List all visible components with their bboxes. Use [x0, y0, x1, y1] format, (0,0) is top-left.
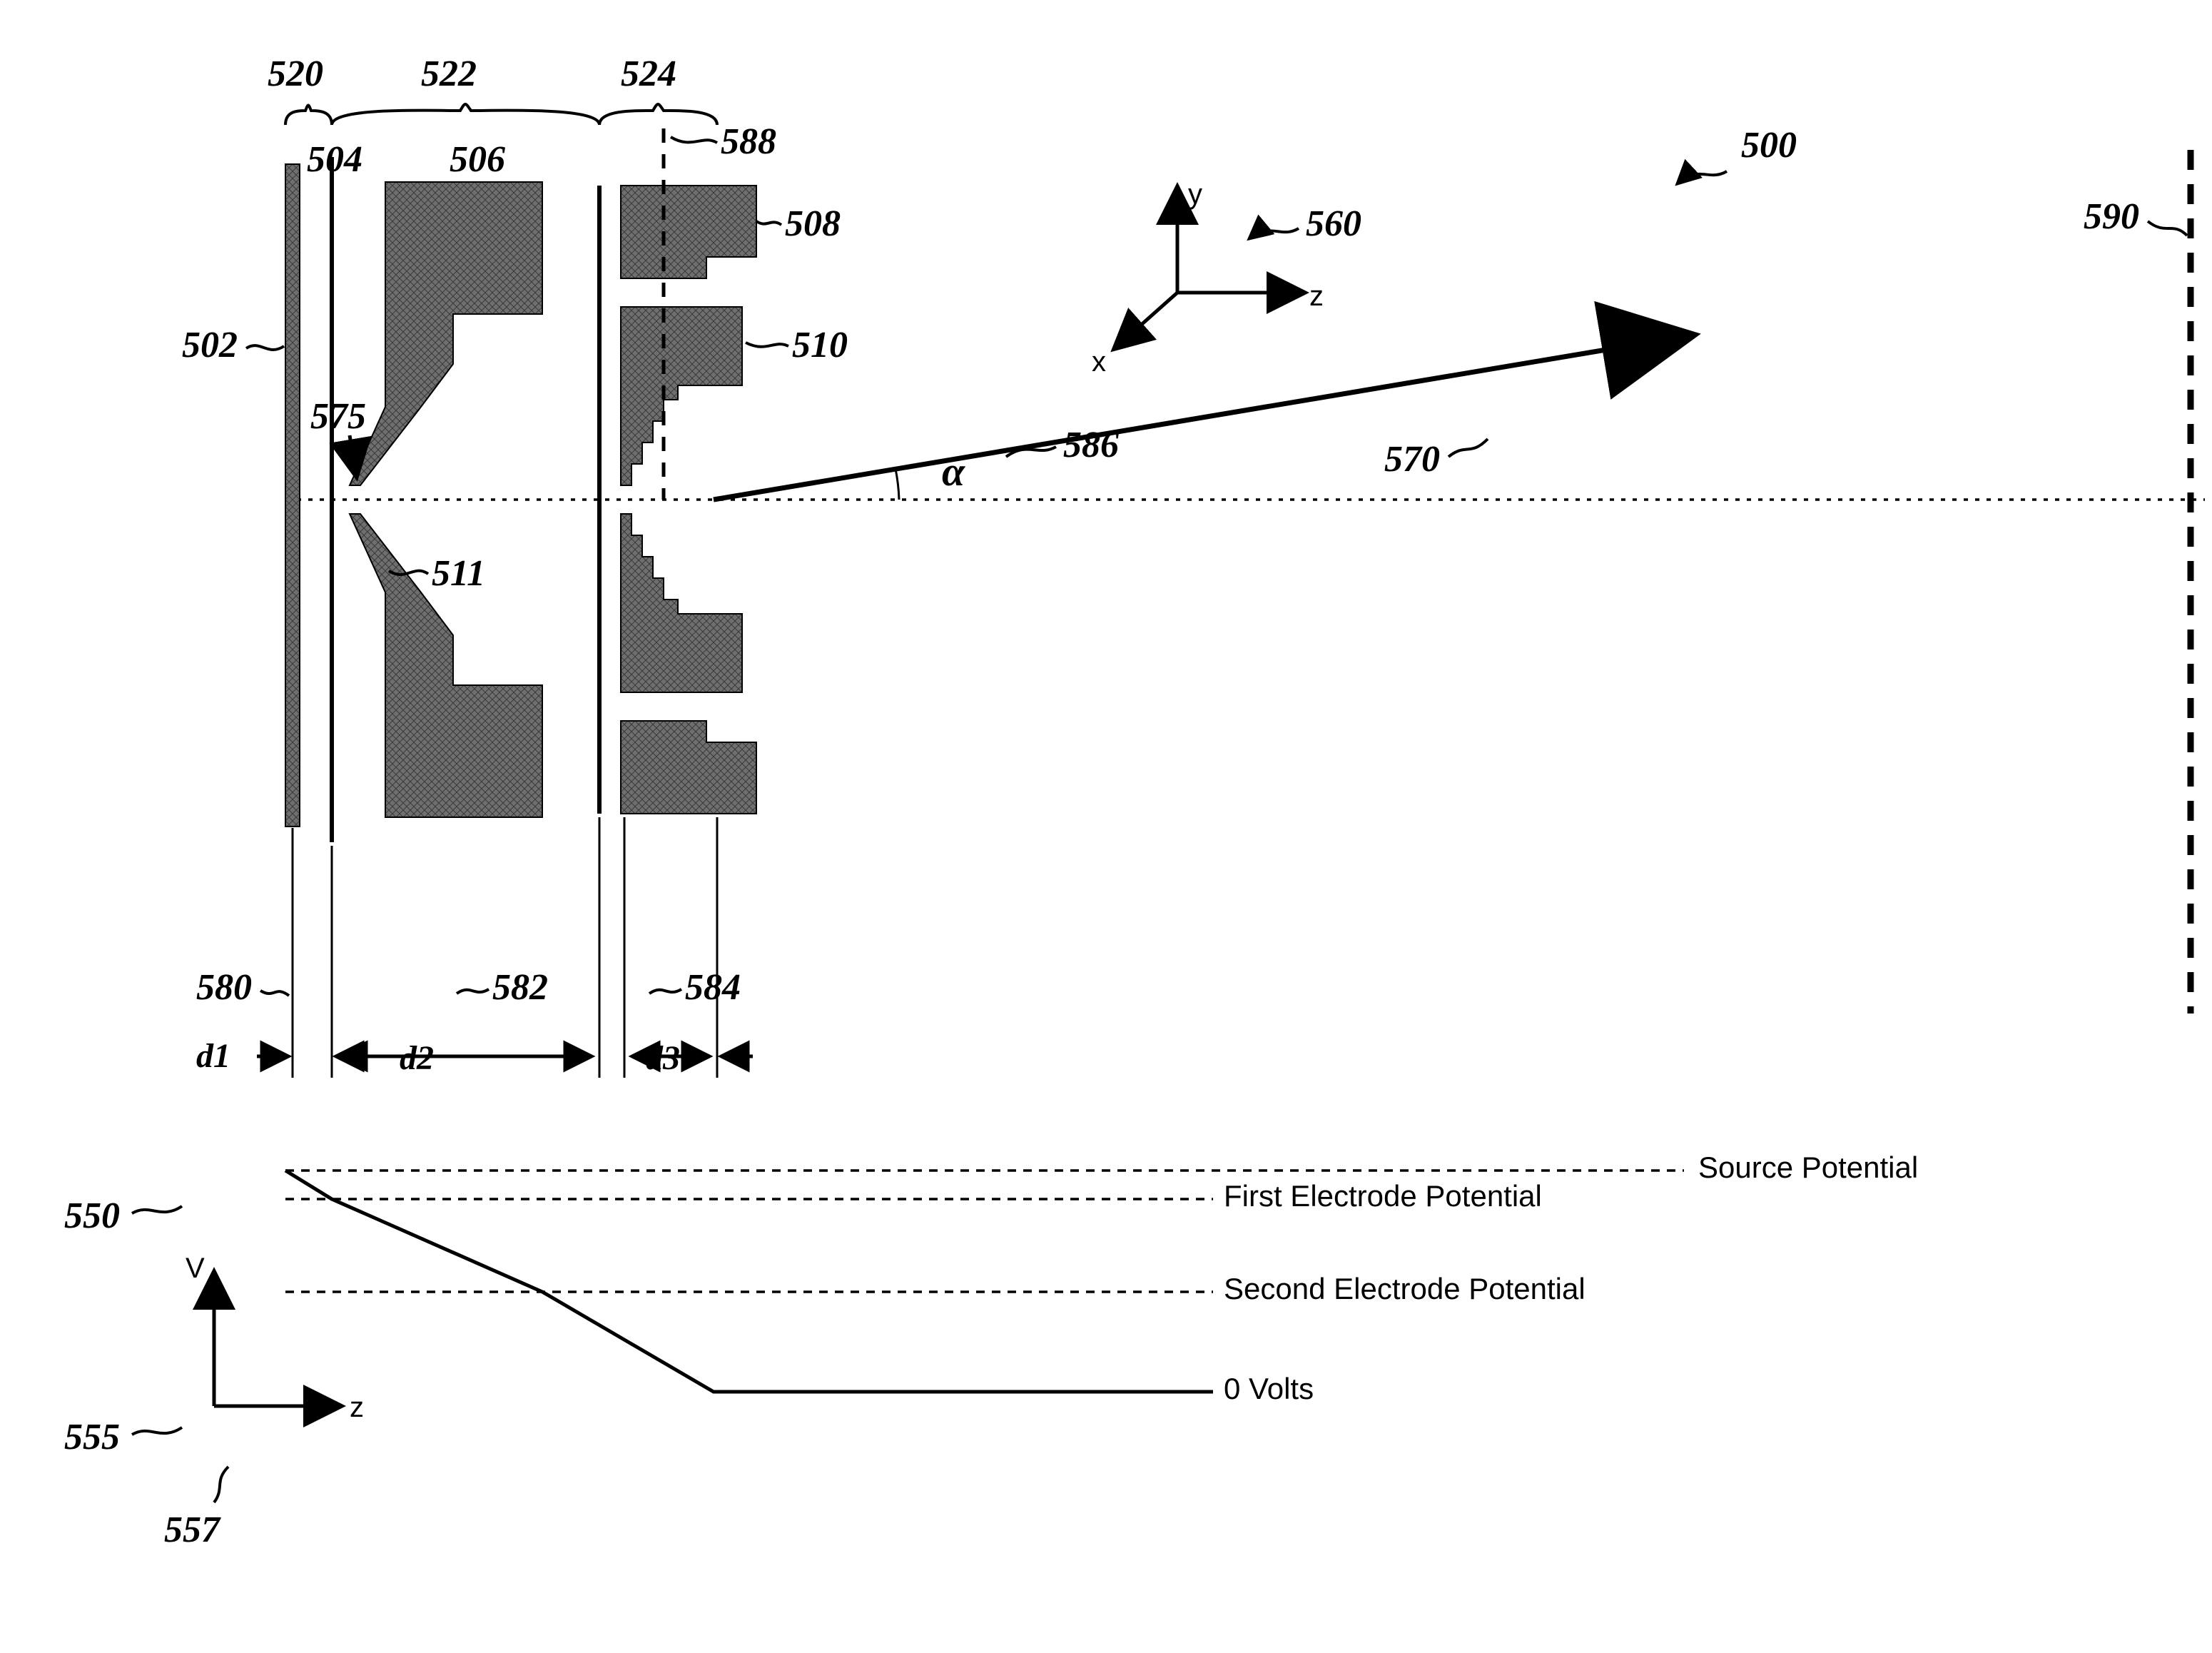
- label-584: 584: [685, 967, 741, 1008]
- leader-570: [1449, 439, 1488, 457]
- caption-source: Source Potential: [1698, 1151, 1918, 1184]
- brace-524: [599, 104, 717, 125]
- leader-510: [746, 343, 788, 347]
- leader-580: [260, 991, 289, 996]
- leader-500: [1677, 171, 1727, 184]
- electrode-508-top: [621, 186, 756, 278]
- electrode-508-bot: [621, 721, 756, 814]
- leader-584: [649, 989, 681, 994]
- leader-555: [132, 1427, 182, 1435]
- brace-520: [285, 106, 332, 126]
- label-590: 590: [2084, 196, 2139, 237]
- leader-508: [756, 221, 781, 225]
- caption-second: Second Electrode Potential: [1224, 1272, 1586, 1305]
- label-550: 550: [64, 1195, 120, 1236]
- label-511: 511: [432, 553, 485, 594]
- label-502: 502: [182, 325, 238, 365]
- label-504: 504: [307, 139, 362, 180]
- electrode-502: [285, 164, 300, 826]
- axis-x-label: x: [1092, 346, 1106, 378]
- label-508: 508: [785, 203, 841, 244]
- label-510: 510: [792, 325, 848, 365]
- axis-V-label: V: [186, 1253, 205, 1284]
- label-586: 586: [1063, 425, 1119, 465]
- label-524: 524: [621, 54, 676, 94]
- electrode-510-bot: [621, 514, 742, 692]
- coord-axes-3d: y z x: [1092, 178, 1324, 378]
- dim-d3: d3: [646, 1039, 680, 1077]
- label-506: 506: [450, 139, 505, 180]
- leader-588: [671, 137, 717, 143]
- label-570: 570: [1384, 439, 1440, 480]
- leader-560: [1249, 228, 1299, 239]
- axis-y-label: y: [1188, 178, 1202, 210]
- leader-550: [132, 1206, 182, 1213]
- label-522: 522: [421, 54, 477, 94]
- potential-plot: V z Source Potential First Electrode Pot…: [64, 1151, 1918, 1550]
- label-520: 520: [268, 54, 323, 94]
- brace-522: [332, 104, 599, 125]
- electrode-510-top: [621, 307, 742, 485]
- label-588: 588: [721, 121, 776, 162]
- leader-557: [214, 1467, 228, 1502]
- label-575: 575: [310, 396, 366, 437]
- dimension-lines: d1 d2 d3: [196, 817, 753, 1078]
- alpha-arc: [896, 469, 899, 500]
- caption-first: First Electrode Potential: [1224, 1179, 1542, 1213]
- leader-582: [457, 989, 489, 994]
- trajectory-570: [714, 335, 1691, 500]
- potential-curve: [285, 1171, 1213, 1392]
- axis-z-plot-label: z: [350, 1392, 364, 1423]
- caption-zero: 0 Volts: [1224, 1372, 1314, 1405]
- label-500: 500: [1741, 125, 1797, 166]
- leader-575: [350, 435, 357, 478]
- label-557: 557: [164, 1510, 221, 1550]
- leader-590: [2148, 221, 2187, 236]
- label-560: 560: [1306, 203, 1361, 244]
- leader-502: [246, 345, 284, 350]
- label-580: 580: [196, 967, 252, 1008]
- electrode-506-top: [350, 182, 542, 485]
- dim-d1: d1: [196, 1037, 230, 1075]
- label-582: 582: [492, 967, 548, 1008]
- electrodes-bottom: [332, 500, 756, 842]
- dim-d2: d2: [400, 1039, 434, 1077]
- label-555: 555: [64, 1417, 120, 1457]
- label-alpha: α: [942, 448, 965, 495]
- axis-z-label: z: [1309, 280, 1324, 312]
